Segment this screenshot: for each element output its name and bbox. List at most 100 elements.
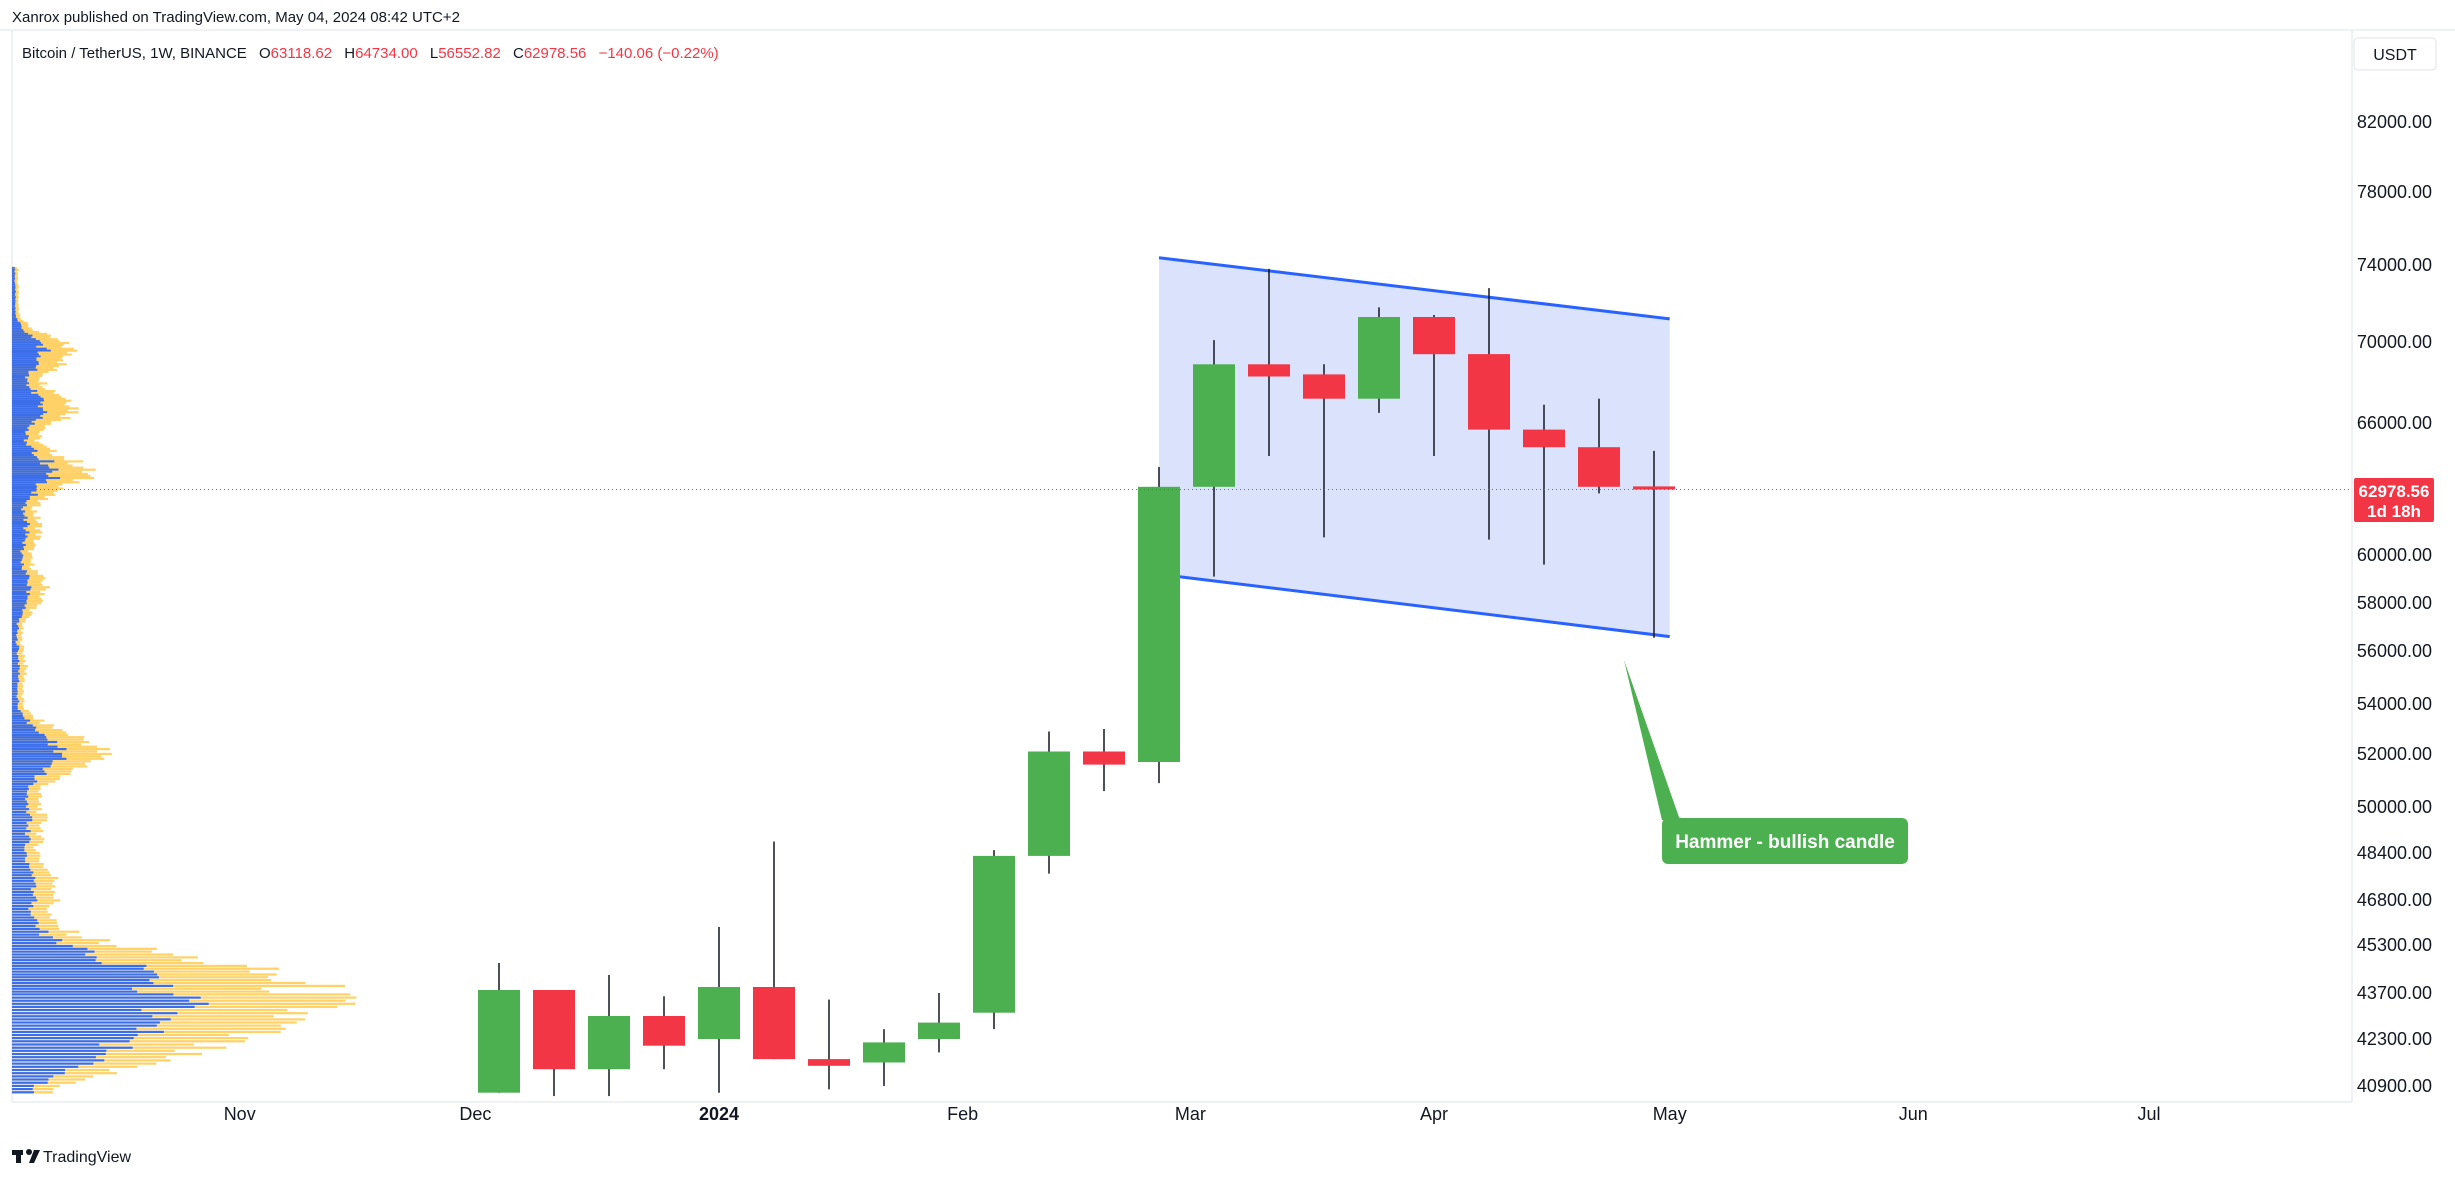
volume-profile-bar-total: [12, 276, 18, 279]
volume-profile-bar-buy: [12, 357, 37, 360]
candle-body-up: [478, 990, 520, 1093]
candle[interactable]: [478, 963, 520, 1093]
tradingview-logo-text: TradingView: [43, 1149, 131, 1166]
volume-profile-bar-buy: [12, 529, 26, 532]
candle[interactable]: [1523, 404, 1565, 565]
volume-profile-bar-total: [12, 640, 20, 644]
volume-profile-bar-buy: [12, 629, 18, 632]
currency-button[interactable]: USDT: [2353, 37, 2437, 71]
volume-profile-bar-buy: [12, 622, 17, 625]
volume-profile-bar-buy: [12, 481, 47, 484]
tradingview-logo[interactable]: TradingView: [12, 1149, 131, 1166]
volume-profile-bar-buy: [12, 643, 17, 646]
candle[interactable]: [863, 1029, 905, 1086]
volume-profile-bar-buy: [12, 874, 32, 877]
candle[interactable]: [1083, 729, 1125, 792]
volume-profile-bar-total: [12, 636, 22, 639]
volume-profile-bar-buy: [12, 512, 23, 515]
volume-profile-bar-total: [12, 622, 23, 625]
volume-profile-bar-total: [12, 599, 43, 603]
candle[interactable]: [698, 927, 740, 1093]
volume-profile-bar-buy: [12, 514, 25, 517]
volume-profile-bar-buy: [12, 523, 30, 526]
volume-profile-bar-buy: [12, 1084, 34, 1087]
volume-profile-bar-total: [12, 775, 61, 778]
volume-profile-bar-total: [12, 370, 49, 373]
volume-profile-bar-buy: [12, 967, 144, 970]
candle-body-up: [863, 1042, 905, 1063]
volume-profile-bar-buy: [12, 724, 33, 727]
candle[interactable]: [1468, 288, 1510, 540]
candle[interactable]: [1358, 307, 1400, 413]
volume-profile-bar-buy: [12, 625, 19, 628]
candle[interactable]: [588, 975, 630, 1097]
volume-profile-bar-buy: [12, 411, 48, 414]
volume-profile-bar-buy: [12, 772, 47, 775]
candle-body-down: [753, 987, 795, 1060]
volume-profile-bar-buy: [12, 922, 39, 925]
candle[interactable]: [1303, 364, 1345, 538]
volume-profile-bar-buy: [12, 329, 24, 332]
volume-profile-bar-buy: [12, 731, 39, 734]
candle[interactable]: [753, 841, 795, 1060]
candle-body-down: [808, 1059, 850, 1066]
ohlc-change: −140.06 (−0.22%): [599, 45, 719, 62]
price-axis[interactable]: 82000.00 78000.00 74000.00 70000.00 66000.00…: [2357, 112, 2432, 1096]
volume-profile-bar-buy: [12, 604, 25, 607]
volume-profile-bar-buy: [12, 800, 27, 803]
candle[interactable]: [1413, 315, 1455, 456]
volume-profile-bar-buy: [12, 318, 18, 321]
candle[interactable]: [1248, 268, 1290, 456]
volume-profile-bar-total: [12, 497, 49, 501]
volume-profile-bar-buy: [12, 762, 52, 765]
candle[interactable]: [808, 999, 850, 1090]
candle-body-up: [973, 855, 1015, 1013]
candle[interactable]: [643, 996, 685, 1070]
volume-profile-bar-buy: [12, 738, 48, 741]
channel-upper-line[interactable]: [1158, 256, 1670, 321]
volume-profile-bar-buy: [12, 970, 154, 973]
volume-profile-bar-buy: [12, 574, 30, 577]
hammer-annotation[interactable]: Hammer - bullish candle: [1624, 660, 1908, 864]
candle[interactable]: [1138, 467, 1180, 784]
candle[interactable]: [973, 850, 1015, 1030]
volume-profile-bar-buy: [12, 433, 26, 436]
volume-profile-bar-total: [12, 967, 279, 970]
candle[interactable]: [533, 990, 575, 1097]
volume-profile-bar-buy: [12, 907, 29, 910]
ohlc-high-label: H: [344, 45, 355, 62]
volume-profile-bar-buy: [12, 717, 25, 720]
volume-profile-bar-total: [12, 502, 41, 505]
volume-profile-bar-buy: [12, 950, 95, 953]
volume-profile-bar-buy: [12, 320, 18, 323]
candle[interactable]: [1633, 450, 1675, 638]
volume-profile-bar-buy: [12, 1056, 96, 1059]
volume-profile-bar-buy: [12, 281, 15, 284]
volume-profile-bar-buy: [12, 424, 30, 427]
currency-button-label: USDT: [2373, 47, 2417, 64]
candle[interactable]: [1028, 731, 1070, 874]
volume-profile-bar-buy: [12, 493, 38, 496]
volume-profile-bar-buy: [12, 454, 34, 457]
candle[interactable]: [918, 993, 960, 1053]
volume-profile-bar-total: [12, 724, 54, 727]
volume-profile-bar-buy: [12, 736, 47, 739]
descending-channel[interactable]: [1158, 256, 1670, 639]
volume-profile-bar-buy: [12, 500, 27, 503]
volume-profile-bar-buy: [12, 497, 30, 501]
volume-profile-bar-buy: [12, 860, 26, 863]
volume-profile-bar-buy: [12, 885, 37, 888]
channel-lower-line[interactable]: [1158, 572, 1670, 639]
volume-profile-bar-buy: [12, 618, 19, 621]
volume-profile-bar-buy: [12, 660, 20, 663]
volume-profile-bar-buy: [12, 750, 54, 753]
volume-profile-bar-buy: [12, 609, 23, 612]
volume-profile-bar-buy: [12, 386, 30, 389]
volume-profile-bar-buy: [12, 697, 18, 700]
candle[interactable]: [1578, 398, 1620, 494]
time-axis[interactable]: Nov Dec 2024 Feb Mar Apr May Jun Jul: [224, 1104, 2161, 1124]
volume-profile-bar-buy: [12, 298, 16, 301]
volume-profile-bar-buy: [12, 565, 22, 568]
candle[interactable]: [1193, 340, 1235, 577]
